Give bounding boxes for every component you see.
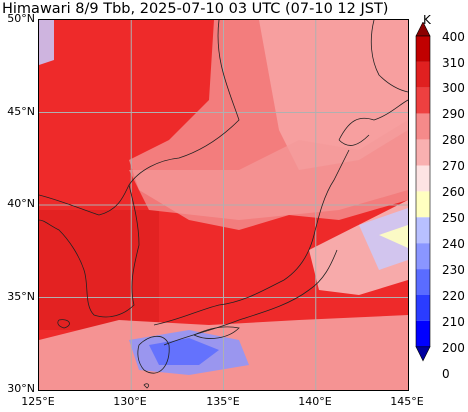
coastline-shikoku (193, 326, 240, 339)
gridlines (39, 20, 408, 390)
map-title: Himawari 8/9 Tbb, 2025-07-10 03 UTC (07-… (2, 1, 389, 17)
colorbar-segment (416, 320, 430, 347)
tbb-field-colder-south (149, 338, 219, 365)
colorbar-segment (416, 87, 430, 114)
lon-tick-label: 130°E (113, 395, 147, 408)
coastline-hokkaido (338, 99, 408, 146)
colorbar-label: 280 (442, 133, 465, 147)
colorbar-label: 260 (442, 185, 465, 199)
tbb-field-hot (39, 210, 159, 330)
lon-tick-label: 135°E (206, 395, 240, 408)
colorbar-unit: K (423, 13, 431, 27)
coastline-honshu-south (163, 249, 338, 346)
colorbar-label: 0 (442, 367, 450, 381)
lat-tick-label: 35°N (7, 290, 35, 303)
colorbar-label: 400 (442, 30, 465, 44)
colorbar-label: 240 (442, 237, 465, 251)
tbb-field-cold-northwest (39, 20, 54, 65)
lat-tick-label: 50°N (7, 12, 35, 25)
colorbar-segment (416, 113, 430, 140)
colorbar-extend-min (415, 346, 431, 362)
coastline-sakhalin (370, 20, 408, 93)
colorbar-label: 290 (442, 107, 465, 121)
colorbar-extend-max (415, 22, 431, 37)
colorbar-label: 250 (442, 211, 465, 225)
tbb-field-cool-north-2 (259, 20, 408, 170)
colorbar-segment (416, 139, 430, 166)
colorbar-label: 270 (442, 159, 465, 173)
colorbar-segment (416, 295, 430, 321)
tbb-field-cold-east (359, 208, 408, 270)
lat-tick-label: 40°N (7, 197, 35, 210)
colorbar-segment (416, 269, 430, 295)
colorbar-segment (416, 36, 430, 62)
coastline-asia-mainland (39, 20, 240, 216)
colorbar-segment (416, 217, 430, 244)
colorbar-label: 210 (442, 315, 465, 329)
lon-tick-label: 145°E (390, 395, 424, 408)
coastline-korea (39, 184, 140, 318)
colorbar-label: 300 (442, 81, 465, 95)
coastlines (39, 20, 408, 389)
colorbar-segment (416, 165, 430, 192)
colorbar-label: 220 (442, 289, 465, 303)
colorbar-label: 230 (442, 263, 465, 277)
colorbar (415, 22, 431, 362)
colorbar-segment (416, 191, 430, 218)
tbb-field-cold-east-2 (379, 225, 408, 248)
satellite-map (38, 19, 409, 391)
lon-tick-label: 125°E (21, 395, 55, 408)
colorbar-label: 200 (442, 341, 465, 355)
lat-tick-label: 45°N (7, 105, 35, 118)
coastline-honshu (153, 149, 350, 326)
colorbar-label: 310 (442, 56, 465, 70)
tbb-field-cool-band (129, 120, 408, 220)
lat-tick-label: 30°N (7, 382, 35, 395)
lon-tick-label: 140°E (298, 395, 332, 408)
coastline-kyushu (137, 335, 170, 374)
colorbar-segment (416, 61, 430, 88)
coastline-islands (57, 319, 150, 389)
colorbar-segment (416, 243, 430, 270)
